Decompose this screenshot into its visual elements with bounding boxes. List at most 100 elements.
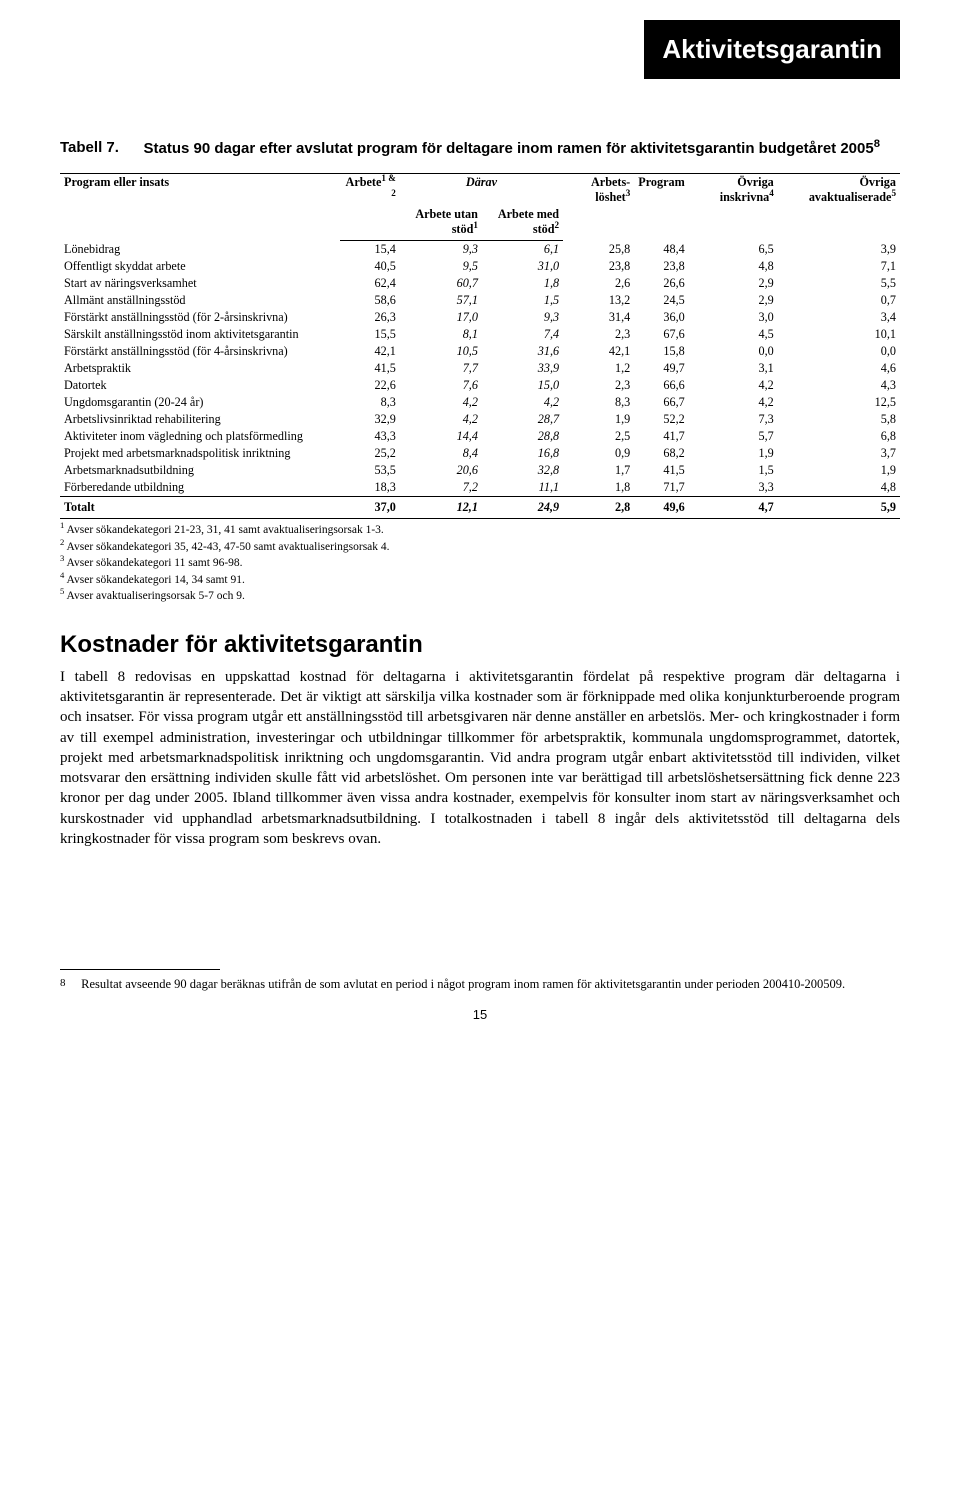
cell: 0,7 (778, 292, 900, 309)
cell: 1,5 (689, 462, 778, 479)
cell: 67,6 (634, 326, 688, 343)
cell: 15,8 (634, 343, 688, 360)
cell: 66,7 (634, 394, 688, 411)
cell: 31,0 (482, 258, 563, 275)
cell: 14,4 (400, 428, 482, 445)
cell: 4,8 (689, 258, 778, 275)
footnote-1: 1 Avser sökandekategori 21-23, 31, 41 sa… (60, 523, 900, 539)
cell: 40,5 (340, 258, 400, 275)
th-arbete-utan: Arbete utan stöd1 (400, 206, 482, 238)
cell: 4,2 (689, 377, 778, 394)
cell: 68,2 (634, 445, 688, 462)
row-name: Särskilt anställningsstöd inom aktivitet… (60, 326, 340, 343)
cell: 1,9 (778, 462, 900, 479)
th-arbete-med: Arbete med stöd2 (482, 206, 563, 238)
row-name: Allmänt anställningsstöd (60, 292, 340, 309)
cell: 23,8 (634, 258, 688, 275)
cell: 49,6 (634, 497, 688, 519)
section-heading: Kostnader för aktivitetsgarantin (60, 631, 900, 659)
cell: 71,7 (634, 479, 688, 497)
cell: 1,2 (563, 360, 634, 377)
body-paragraph: I tabell 8 redovisas en uppskattad kostn… (60, 667, 900, 849)
cell: 31,4 (563, 309, 634, 326)
table-row: Datortek22,67,615,02,366,64,24,3 (60, 377, 900, 394)
cell: 10,5 (400, 343, 482, 360)
page-header-box: Aktivitetsgarantin (644, 20, 900, 79)
th-darav: Därav (400, 174, 563, 207)
cell: 52,2 (634, 411, 688, 428)
cell: 2,3 (563, 377, 634, 394)
cell: 53,5 (340, 462, 400, 479)
row-name: Ungdomsgarantin (20-24 år) (60, 394, 340, 411)
row-name: Aktiviteter inom vägledning och platsför… (60, 428, 340, 445)
cell: 22,6 (340, 377, 400, 394)
data-table: Program eller insats Arbete1 & 2 Därav A… (60, 173, 900, 519)
cell: 15,5 (340, 326, 400, 343)
cell: 28,8 (482, 428, 563, 445)
cell: 11,1 (482, 479, 563, 497)
th-arbete: Arbete1 & 2 (340, 174, 400, 207)
cell: 26,3 (340, 309, 400, 326)
cell: 5,7 (689, 428, 778, 445)
cell: 13,2 (563, 292, 634, 309)
cell: 60,7 (400, 275, 482, 292)
cell: 4,8 (778, 479, 900, 497)
footnote-rule (60, 969, 220, 970)
cell: 25,2 (340, 445, 400, 462)
cell: 1,5 (482, 292, 563, 309)
cell: 0,0 (689, 343, 778, 360)
page-number: 15 (60, 1007, 900, 1022)
table-row: Arbetsmarknadsutbildning53,520,632,81,74… (60, 462, 900, 479)
cell: 12,1 (400, 497, 482, 519)
cell: 57,1 (400, 292, 482, 309)
table-title-text: Status 90 dagar efter avslutat program f… (144, 140, 874, 157)
cell: 10,1 (778, 326, 900, 343)
table-row: Aktiviteter inom vägledning och platsför… (60, 428, 900, 445)
cell: 8,3 (563, 394, 634, 411)
cell: 26,6 (634, 275, 688, 292)
table-row: Arbetspraktik41,57,733,91,249,73,14,6 (60, 360, 900, 377)
cell: 2,5 (563, 428, 634, 445)
cell: 4,3 (778, 377, 900, 394)
cell: 3,9 (778, 241, 900, 259)
cell: 41,7 (634, 428, 688, 445)
cell: 1,8 (482, 275, 563, 292)
cell: 24,5 (634, 292, 688, 309)
cell: 20,6 (400, 462, 482, 479)
table-row: Projekt med arbetsmarknadspolitisk inrik… (60, 445, 900, 462)
cell: 6,8 (778, 428, 900, 445)
cell: 2,6 (563, 275, 634, 292)
table-title: Status 90 dagar efter avslutat program f… (144, 139, 894, 159)
cell: 4,2 (400, 394, 482, 411)
cell: 3,0 (689, 309, 778, 326)
cell: 3,4 (778, 309, 900, 326)
cell: 33,9 (482, 360, 563, 377)
cell: 31,6 (482, 343, 563, 360)
cell: 7,7 (400, 360, 482, 377)
cell: 37,0 (340, 497, 400, 519)
cell: 0,0 (778, 343, 900, 360)
page-footnote-text: Resultat avseende 90 dagar beräknas utif… (81, 976, 899, 993)
cell: 42,1 (563, 343, 634, 360)
table-total-row: Totalt37,012,124,92,849,64,75,9 (60, 497, 900, 519)
cell: 16,8 (482, 445, 563, 462)
table-row: Ungdomsgarantin (20-24 år)8,34,24,28,366… (60, 394, 900, 411)
cell: 2,9 (689, 292, 778, 309)
cell: 15,0 (482, 377, 563, 394)
th-program: Program (634, 174, 688, 241)
cell: 36,0 (634, 309, 688, 326)
cell: 49,7 (634, 360, 688, 377)
cell: 62,4 (340, 275, 400, 292)
row-name: Offentligt skyddat arbete (60, 258, 340, 275)
cell: 7,4 (482, 326, 563, 343)
table-row: Start av näringsverksamhet62,460,71,82,6… (60, 275, 900, 292)
cell: 7,6 (400, 377, 482, 394)
table-caption-row: Tabell 7. Status 90 dagar efter avslutat… (60, 139, 900, 159)
cell: 5,9 (778, 497, 900, 519)
cell: 5,8 (778, 411, 900, 428)
row-name: Arbetspraktik (60, 360, 340, 377)
cell: 42,1 (340, 343, 400, 360)
table-row: Förstärkt anställningsstöd (för 2-årsins… (60, 309, 900, 326)
cell: 4,2 (482, 394, 563, 411)
footnote-3: 3 Avser sökandekategori 11 samt 96-98. (60, 556, 900, 572)
